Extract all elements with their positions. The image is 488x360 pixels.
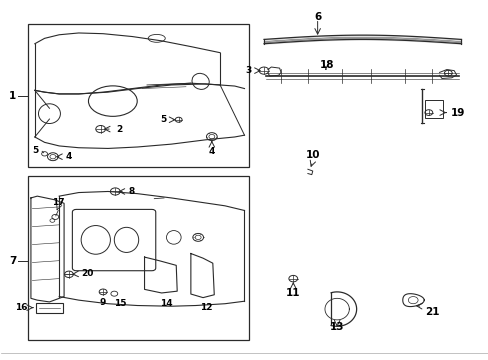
Text: 4: 4 <box>65 152 72 161</box>
Text: 17: 17 <box>52 198 64 207</box>
Text: 7: 7 <box>9 256 17 266</box>
Bar <box>27 176 249 339</box>
Text: 5: 5 <box>160 115 166 124</box>
Text: 20: 20 <box>81 269 94 278</box>
Bar <box>36 303 63 313</box>
Text: 13: 13 <box>329 323 344 332</box>
Text: 8: 8 <box>129 187 135 196</box>
Text: 9: 9 <box>100 298 106 307</box>
Text: 6: 6 <box>313 12 321 22</box>
Text: 2: 2 <box>116 125 122 134</box>
Text: 10: 10 <box>305 150 319 160</box>
Text: 21: 21 <box>424 307 439 317</box>
Text: 5: 5 <box>33 146 39 155</box>
Text: 12: 12 <box>200 303 212 312</box>
Text: 19: 19 <box>450 108 465 118</box>
Text: 1: 1 <box>9 91 17 101</box>
Text: 18: 18 <box>320 60 334 70</box>
Text: 14: 14 <box>160 299 172 308</box>
Text: 4: 4 <box>208 147 215 156</box>
Text: 3: 3 <box>244 66 251 75</box>
Text: 11: 11 <box>285 288 300 298</box>
Text: 15: 15 <box>114 299 126 308</box>
Text: 16: 16 <box>15 303 27 312</box>
Bar <box>27 24 249 167</box>
Bar <box>424 100 443 118</box>
